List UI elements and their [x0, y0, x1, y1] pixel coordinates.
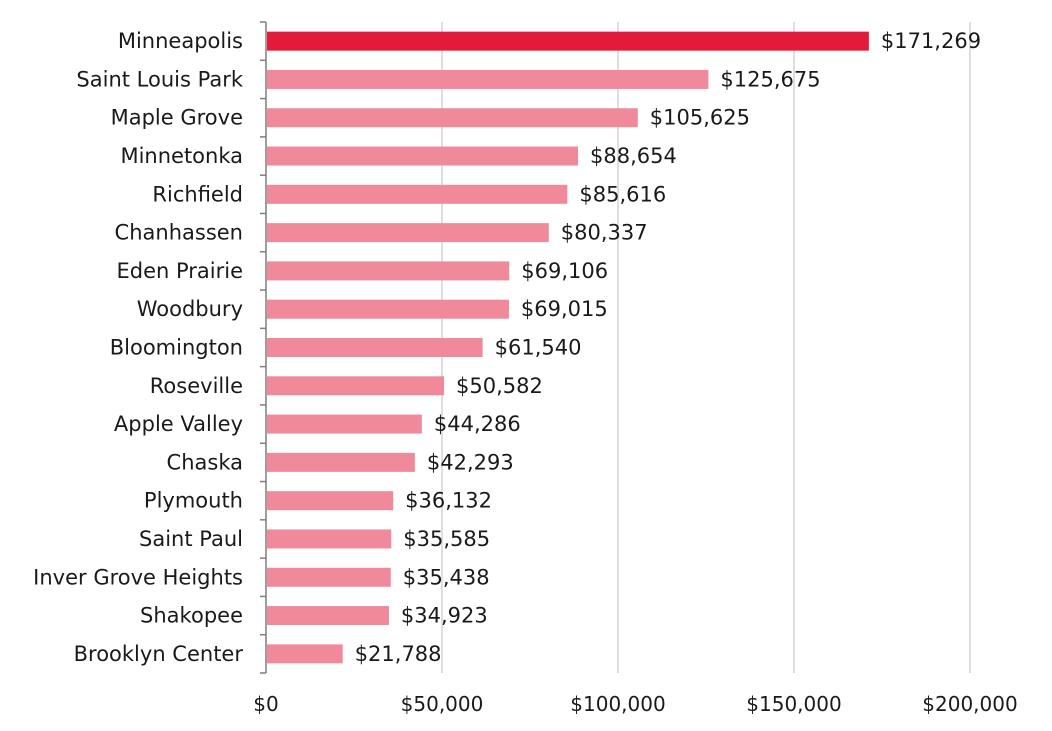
- bar: [267, 414, 422, 434]
- data-label: $21,788: [355, 642, 442, 666]
- category-label: Chanhassen: [115, 221, 243, 245]
- bar: [267, 31, 869, 51]
- data-label: $171,269: [881, 29, 981, 53]
- data-label: $69,015: [521, 297, 608, 321]
- data-label: $35,438: [403, 565, 490, 589]
- category-label: Plymouth: [144, 489, 243, 513]
- bar: [267, 376, 445, 396]
- bar: [267, 223, 549, 243]
- data-label: $80,337: [561, 221, 648, 245]
- category-label: Richfield: [152, 182, 243, 206]
- data-label: $61,540: [495, 336, 582, 360]
- data-label: $69,106: [521, 259, 608, 283]
- bar: [267, 146, 579, 166]
- category-label: Minneapolis: [118, 29, 243, 53]
- data-label: $35,585: [403, 527, 490, 551]
- bar: [267, 69, 709, 89]
- axes: [260, 21, 267, 674]
- bar: [267, 644, 343, 664]
- labels: $0 $50,000 $100,000 $150,000 $200,000 Minneap…: [33, 29, 1018, 716]
- x-tick-label: $50,000: [401, 692, 484, 716]
- bar: [267, 491, 394, 511]
- bar: [267, 606, 389, 626]
- category-label: Saint Paul: [139, 527, 243, 551]
- bar: [267, 338, 483, 357]
- data-label: $105,625: [650, 106, 750, 130]
- data-label: $34,923: [401, 604, 488, 628]
- bar: [267, 261, 510, 281]
- category-label: Eden Prairie: [116, 259, 243, 283]
- bar: [267, 529, 392, 549]
- category-label: Shakopee: [140, 604, 243, 628]
- data-label: $44,286: [434, 412, 521, 436]
- bar: [267, 108, 638, 128]
- data-label: $50,582: [456, 374, 543, 398]
- category-label: Minnetonka: [120, 144, 243, 168]
- category-label: Apple Valley: [114, 412, 243, 436]
- category-label: Bloomington: [110, 336, 243, 360]
- x-tick-label: $100,000: [570, 692, 665, 716]
- bar: [267, 567, 391, 587]
- data-label: $36,132: [405, 489, 492, 513]
- category-label: Roseville: [150, 374, 243, 398]
- bar: [267, 452, 415, 472]
- bars: [267, 31, 869, 664]
- data-label: $85,616: [579, 182, 666, 206]
- x-tick-label: $150,000: [746, 692, 841, 716]
- category-label: Brooklyn Center: [74, 642, 244, 666]
- data-label: $125,675: [720, 67, 820, 91]
- data-label: $88,654: [590, 144, 677, 168]
- category-label: Woodbury: [137, 297, 243, 321]
- category-label: Inver Grove Heights: [33, 565, 243, 589]
- category-label: Chaska: [167, 450, 243, 474]
- category-label: Saint Louis Park: [76, 67, 243, 91]
- data-label: $42,293: [427, 450, 514, 474]
- x-tick-label: $0: [253, 692, 278, 716]
- bar: [267, 184, 568, 204]
- x-tick-label: $200,000: [922, 692, 1017, 716]
- bar: [267, 299, 509, 319]
- category-label: Maple Grove: [111, 106, 243, 130]
